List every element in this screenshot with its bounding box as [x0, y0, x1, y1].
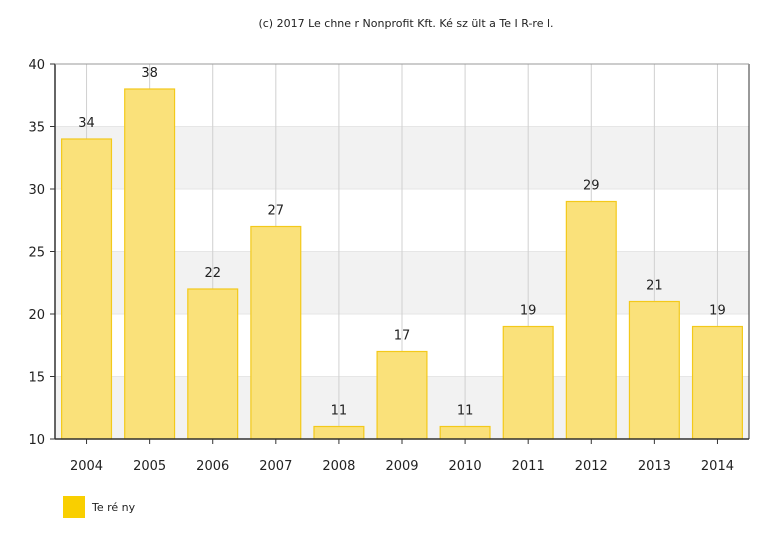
data-label: 11 — [331, 404, 348, 419]
bars — [61, 88, 743, 440]
y-tick-label: 10 — [28, 433, 45, 448]
y-tick-label: 30 — [28, 183, 45, 198]
legend-label: Te ré ny — [91, 501, 136, 514]
bar — [691, 325, 743, 440]
bar — [502, 325, 554, 440]
bar — [565, 200, 617, 440]
y-axis-ticks: 10 15 20 25 30 35 40 — [28, 58, 55, 448]
data-label: 19 — [709, 304, 726, 319]
bar — [250, 225, 302, 440]
legend: Te ré ny — [63, 496, 136, 518]
data-label: 19 — [520, 304, 537, 319]
data-label: 38 — [141, 66, 158, 81]
x-tick-label: 2010 — [449, 459, 482, 474]
data-labels: 34 38 22 27 11 17 11 19 29 21 19 — [78, 66, 725, 419]
data-label: 27 — [268, 204, 285, 219]
x-tick-label: 2007 — [259, 459, 292, 474]
x-tick-label: 2013 — [638, 459, 671, 474]
y-tick-label: 15 — [28, 371, 45, 386]
chart-credit: (c) 2017 Le chne r Nonprofit Kft. Ké sz … — [258, 17, 553, 30]
bar — [628, 300, 680, 440]
x-tick-label: 2004 — [70, 459, 103, 474]
legend-swatch — [63, 496, 85, 518]
data-label: 11 — [457, 404, 474, 419]
y-tick-label: 20 — [28, 308, 45, 323]
y-tick-label: 35 — [28, 121, 45, 136]
x-tick-label: 2008 — [322, 459, 355, 474]
data-label: 17 — [394, 329, 411, 344]
x-tick-label: 2014 — [701, 459, 734, 474]
bar — [124, 88, 176, 440]
bar — [376, 350, 428, 440]
data-label: 21 — [646, 279, 663, 294]
x-tick-label: 2012 — [575, 459, 608, 474]
data-label: 22 — [204, 266, 221, 281]
y-tick-label: 25 — [28, 246, 45, 261]
data-label: 34 — [78, 116, 95, 131]
bar — [439, 425, 491, 440]
y-tick-label: 40 — [28, 58, 45, 73]
bar — [61, 138, 113, 440]
data-label: 29 — [583, 179, 600, 194]
x-tick-label: 2009 — [385, 459, 418, 474]
bar — [313, 425, 365, 440]
x-axis-ticks: 2004 2005 2006 2007 2008 2009 2010 2011 2012 2013… — [70, 439, 734, 474]
x-tick-label: 2005 — [133, 459, 166, 474]
bar — [187, 288, 239, 440]
x-tick-label: 2006 — [196, 459, 229, 474]
x-tick-label: 2011 — [512, 459, 545, 474]
